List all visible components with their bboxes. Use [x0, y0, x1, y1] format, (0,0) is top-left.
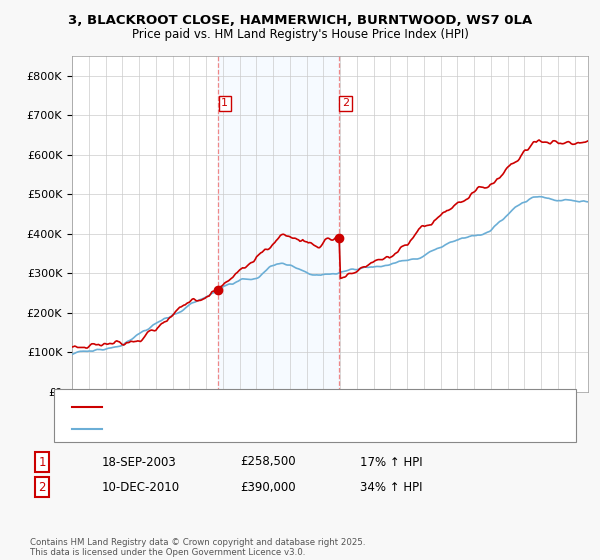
Text: Contains HM Land Registry data © Crown copyright and database right 2025.
This d: Contains HM Land Registry data © Crown c…	[30, 538, 365, 557]
Text: 1: 1	[221, 99, 228, 109]
Text: 3, BLACKROOT CLOSE, HAMMERWICH, BURNTWOOD, WS7 0LA: 3, BLACKROOT CLOSE, HAMMERWICH, BURNTWOO…	[68, 14, 532, 27]
Text: £258,500: £258,500	[240, 455, 296, 469]
Text: 1: 1	[38, 455, 46, 469]
Text: 3, BLACKROOT CLOSE, HAMMERWICH, BURNTWOOD, WS7 0LA (detached house): 3, BLACKROOT CLOSE, HAMMERWICH, BURNTWOO…	[108, 402, 529, 412]
Text: 2: 2	[38, 480, 46, 494]
Text: £390,000: £390,000	[240, 480, 296, 494]
Text: HPI: Average price, detached house, Lichfield: HPI: Average price, detached house, Lich…	[108, 424, 345, 434]
Text: 18-SEP-2003: 18-SEP-2003	[102, 455, 177, 469]
Text: Price paid vs. HM Land Registry's House Price Index (HPI): Price paid vs. HM Land Registry's House …	[131, 28, 469, 41]
Text: 10-DEC-2010: 10-DEC-2010	[102, 480, 180, 494]
Text: 2: 2	[342, 99, 349, 109]
Bar	[218, 56, 339, 392]
Text: 17% ↑ HPI: 17% ↑ HPI	[360, 455, 422, 469]
Text: 34% ↑ HPI: 34% ↑ HPI	[360, 480, 422, 494]
